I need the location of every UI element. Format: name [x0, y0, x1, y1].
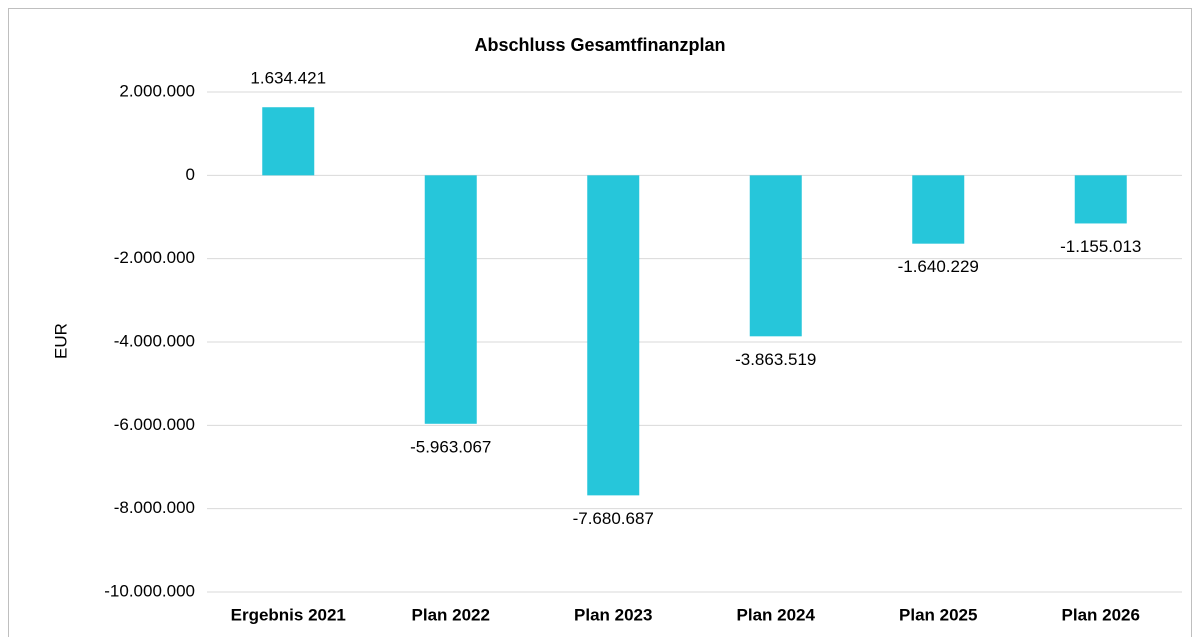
y-tick-label: -2.000.000 [114, 248, 195, 267]
data-label: -7.680.687 [573, 509, 654, 528]
x-tick-label: Ergebnis 2021 [231, 605, 346, 624]
data-label: -1.640.229 [898, 257, 979, 276]
y-tick-label: 0 [186, 165, 195, 184]
bar [587, 175, 640, 496]
data-label: 1.634.421 [250, 69, 326, 88]
bar [1074, 175, 1127, 224]
data-label: -3.863.519 [735, 350, 816, 369]
bar [749, 175, 802, 337]
x-tick-label: Plan 2025 [899, 605, 977, 624]
x-tick-label: Plan 2024 [737, 605, 816, 624]
bar [262, 107, 315, 176]
y-axis-title: EUR [51, 323, 70, 359]
x-tick-label: Plan 2026 [1062, 605, 1140, 624]
y-tick-label: 2.000.000 [119, 81, 195, 100]
y-tick-label: -6.000.000 [114, 415, 195, 434]
y-tick-label: -4.000.000 [114, 331, 195, 350]
chart-title: Abschluss Gesamtfinanzplan [474, 35, 725, 55]
data-label: -1.155.013 [1060, 237, 1141, 256]
bar [912, 175, 965, 244]
data-label: -5.963.067 [410, 437, 491, 456]
x-tick-label: Plan 2023 [574, 605, 652, 624]
bar [424, 175, 477, 424]
x-tick-label: Plan 2022 [412, 605, 490, 624]
y-tick-label: -10.000.000 [104, 581, 195, 600]
y-tick-label: -8.000.000 [114, 498, 195, 517]
